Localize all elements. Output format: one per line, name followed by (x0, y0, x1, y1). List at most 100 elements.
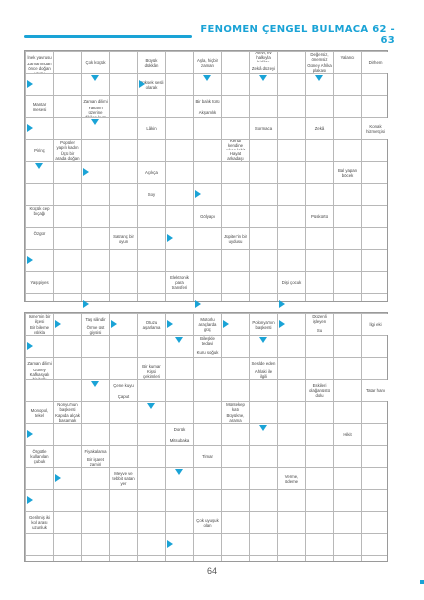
clue-cell: Yaşıpiyes (26, 272, 53, 293)
arrow-icon (83, 168, 89, 176)
arrow-icon (315, 75, 323, 81)
clue-cell: Dirhem (362, 52, 389, 73)
arrow-icon (147, 403, 155, 409)
title-rule (24, 35, 192, 38)
clue-cell: Çok uyuşuk olan (194, 512, 221, 533)
arrow-icon (27, 496, 33, 504)
clue-cell: Zekâ düzeyi (250, 63, 277, 73)
arrow-icon (167, 234, 173, 242)
clue-cell: Soy (138, 184, 165, 205)
clue-cell: Çok küçük (82, 52, 109, 73)
arrow-icon (175, 337, 183, 343)
arrow-icon (167, 320, 173, 328)
clue-cell: Ahlaki ile ilgili (250, 369, 277, 379)
clue-cell: Fiyakalama (82, 446, 109, 456)
clue-cell: Zekâ (306, 118, 333, 139)
arrow-icon (223, 320, 229, 328)
arrow-icon (27, 342, 33, 350)
arrow-icon (279, 320, 285, 328)
clue-cell: Dişi çocuk (278, 272, 305, 293)
clue-cell: Otuzu aşarlama (138, 314, 165, 335)
clue-cell: Düzenli işleyen (306, 314, 333, 324)
clue-cell: Küçük cep bıçağı (26, 206, 53, 216)
clue-cell: Jüpiter'in bir uydusu (222, 228, 249, 249)
clue-cell: Örme üst giysisi (82, 325, 109, 335)
clue-cell: Kişsi çekimleri (138, 369, 165, 379)
clue-cell: Aşla, hiçbir zaman (194, 52, 221, 73)
clue-cell: Büyükne, arama (222, 413, 249, 423)
arrow-icon (35, 163, 43, 169)
clue-cell: Bal yapan böcek (334, 162, 361, 183)
clue-cell: Satranç bir oyun (110, 228, 137, 249)
arrow-icon (55, 474, 61, 482)
clue-cell: Üçü bir arada doğan (54, 151, 81, 161)
arrow-icon (91, 75, 99, 81)
arrow-icon (259, 425, 267, 431)
clue-cell: Yakarın üzerine dikilen kum (82, 107, 109, 117)
arrow-icon (259, 337, 267, 343)
clue-cell: Gölyapı (194, 206, 221, 227)
clue-cell: Eskileri olağanüstü dolu (306, 380, 333, 401)
clue-cell: Çene kuyu (110, 380, 137, 390)
clue-cell: Bir işaret zamiri (82, 457, 109, 467)
clue-cell: Açıkça (138, 162, 165, 183)
edge-mark (420, 580, 424, 584)
clue-cell: Taş silindir (82, 314, 109, 324)
clue-cell: Bir bileme ıslıkla (26, 325, 53, 335)
arrow-icon (27, 430, 33, 438)
clue-cell: Polonya'nın başkenti (250, 314, 277, 335)
arrow-icon (195, 190, 201, 198)
clue-cell: Güney Kafkasyalı bir halk (26, 369, 53, 379)
clue-cell: Yalancı (334, 52, 361, 62)
clue-cell: Tatar hanı (362, 380, 389, 401)
clue-cell: Konak hizmetçisi (362, 118, 389, 139)
clue-cell: Mantar mesesi (26, 96, 53, 117)
arrow-icon (203, 75, 211, 81)
page-title: FENOMEN ÇENGEL BULMACA 62 - 63 (195, 24, 395, 46)
clue-cell: Bileşkle tedavi (194, 336, 221, 346)
clue-cell: Kendi kendine çıkan lahit (222, 140, 249, 150)
clue-cell: Sormaca (250, 118, 277, 139)
clue-cell: Zamanından önce doğan yavru (26, 63, 53, 73)
clue-cell: Nonyu'nun başkenti (54, 402, 81, 412)
arrow-icon (259, 75, 267, 81)
clue-cell: Güney Afrika plakası (306, 63, 333, 73)
arrow-icon (175, 469, 183, 475)
arrow-icon (27, 124, 33, 132)
clue-cell: Zaman dilimi (82, 96, 109, 106)
clue-cell: Popüler yapılı kadın (54, 140, 81, 150)
clue-cell: Elektronik para transferi (166, 272, 193, 293)
clue-cell: Timar (194, 446, 221, 467)
clue-cell: Büyük dükkân (138, 52, 165, 73)
arrow-icon (27, 80, 33, 88)
arrow-icon (55, 320, 61, 328)
clue-cell: Monopol, tekel (26, 402, 53, 423)
clue-cell: Su (306, 325, 333, 335)
clue-cell: Hikit (334, 424, 361, 445)
clue-cell: Kapıda alçak basamak (54, 413, 81, 423)
arrow-icon (139, 80, 145, 88)
clue-cell: Verme, ödeme (278, 468, 305, 489)
clue-cell: İlgi eki (362, 314, 389, 335)
clue-cell: İnek yavrusu (26, 52, 53, 62)
clue-cell: Seslde eden (250, 358, 277, 368)
arrow-icon (195, 300, 201, 308)
arrow-icon (167, 540, 173, 548)
arrow-icon (111, 320, 117, 328)
clue-cell: Akşamlık (194, 107, 221, 117)
clue-cell: Lâkin (138, 118, 165, 139)
clue-cell: Püskürtü (306, 206, 333, 227)
clue-cell: Özgür (26, 228, 53, 238)
clue-cell: Motorlu araçlarda güç (194, 314, 221, 335)
crossword-grid-top: İnek yavrusu Zamanından önce doğan yavru Ç… (24, 50, 388, 302)
clue-cell: Zaman dilimi (26, 358, 53, 368)
clue-cell: Dorük (166, 424, 193, 434)
clue-cell: Bir balık türü (194, 96, 221, 106)
clue-cell: Müntekep katı (222, 402, 249, 412)
clue-cell: Çaput (110, 391, 137, 401)
arrow-icon (91, 119, 99, 125)
clue-cell: Isme'nin bir ilçesi (26, 314, 53, 324)
clue-cell: Alevi, ev halkıyla birlikte (250, 52, 277, 62)
arrow-icon (83, 300, 89, 308)
page-number: 64 (200, 566, 224, 576)
